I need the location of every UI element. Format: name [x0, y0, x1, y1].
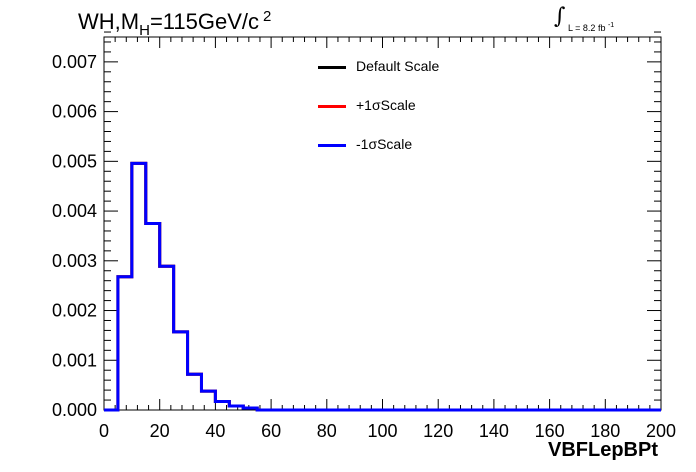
x-tick-label: 0	[99, 421, 109, 441]
title-superscript: 2	[263, 8, 272, 25]
x-tick-label: 20	[150, 421, 170, 441]
title-suffix: =115GeV/c	[149, 9, 259, 34]
x-tick-label: 160	[535, 421, 565, 441]
y-tick-label: 0.001	[52, 350, 97, 370]
title-prefix: WH,M	[78, 9, 140, 34]
y-tick-label: 0.002	[52, 301, 97, 321]
axis-ticks	[103, 31, 662, 411]
legend-swatch-minus1sigma	[318, 144, 346, 147]
legend-label-default: Default Scale	[356, 58, 440, 74]
tick-labels: 0 20 40 60 80 100 120 140 160 180 200 0.000 0.001 0.0…	[52, 52, 676, 441]
x-tick-label: 40	[205, 421, 225, 441]
chart-title: WH,MH=115GeV/c 2	[78, 8, 271, 39]
y-tick-label: 0.005	[52, 151, 97, 171]
title-subscript: H	[139, 22, 150, 39]
legend-swatch-plus1sigma	[318, 105, 346, 108]
x-tick-label: 200	[646, 421, 676, 441]
luminosity-text: L = 8.2 fb -1	[568, 22, 614, 33]
x-tick-label: 60	[261, 421, 281, 441]
y-tick-label: 0.003	[52, 251, 97, 271]
y-tick-label: 0.007	[52, 52, 97, 72]
x-tick-label: 100	[367, 421, 397, 441]
legend-swatch-default	[318, 66, 346, 69]
x-tick-label: 180	[590, 421, 620, 441]
legend-label-plus1sigma: +1σScale	[356, 97, 416, 113]
histogram-series-2	[104, 161, 661, 412]
legend-label-minus1sigma: -1σScale	[356, 136, 413, 152]
y-tick-label: 0.000	[52, 400, 97, 420]
integral-symbol: ∫	[554, 4, 566, 29]
luminosity-superscript: -1	[607, 22, 615, 29]
series-layer	[104, 161, 661, 412]
x-tick-label: 120	[423, 421, 453, 441]
luminosity-value: L = 8.2 fb	[568, 23, 606, 33]
x-axis-label: VBFLepBPt	[548, 439, 658, 461]
y-tick-label: 0.006	[52, 102, 97, 122]
x-tick-label: 80	[317, 421, 337, 441]
y-tick-label: 0.004	[52, 201, 97, 221]
x-tick-label: 140	[479, 421, 509, 441]
